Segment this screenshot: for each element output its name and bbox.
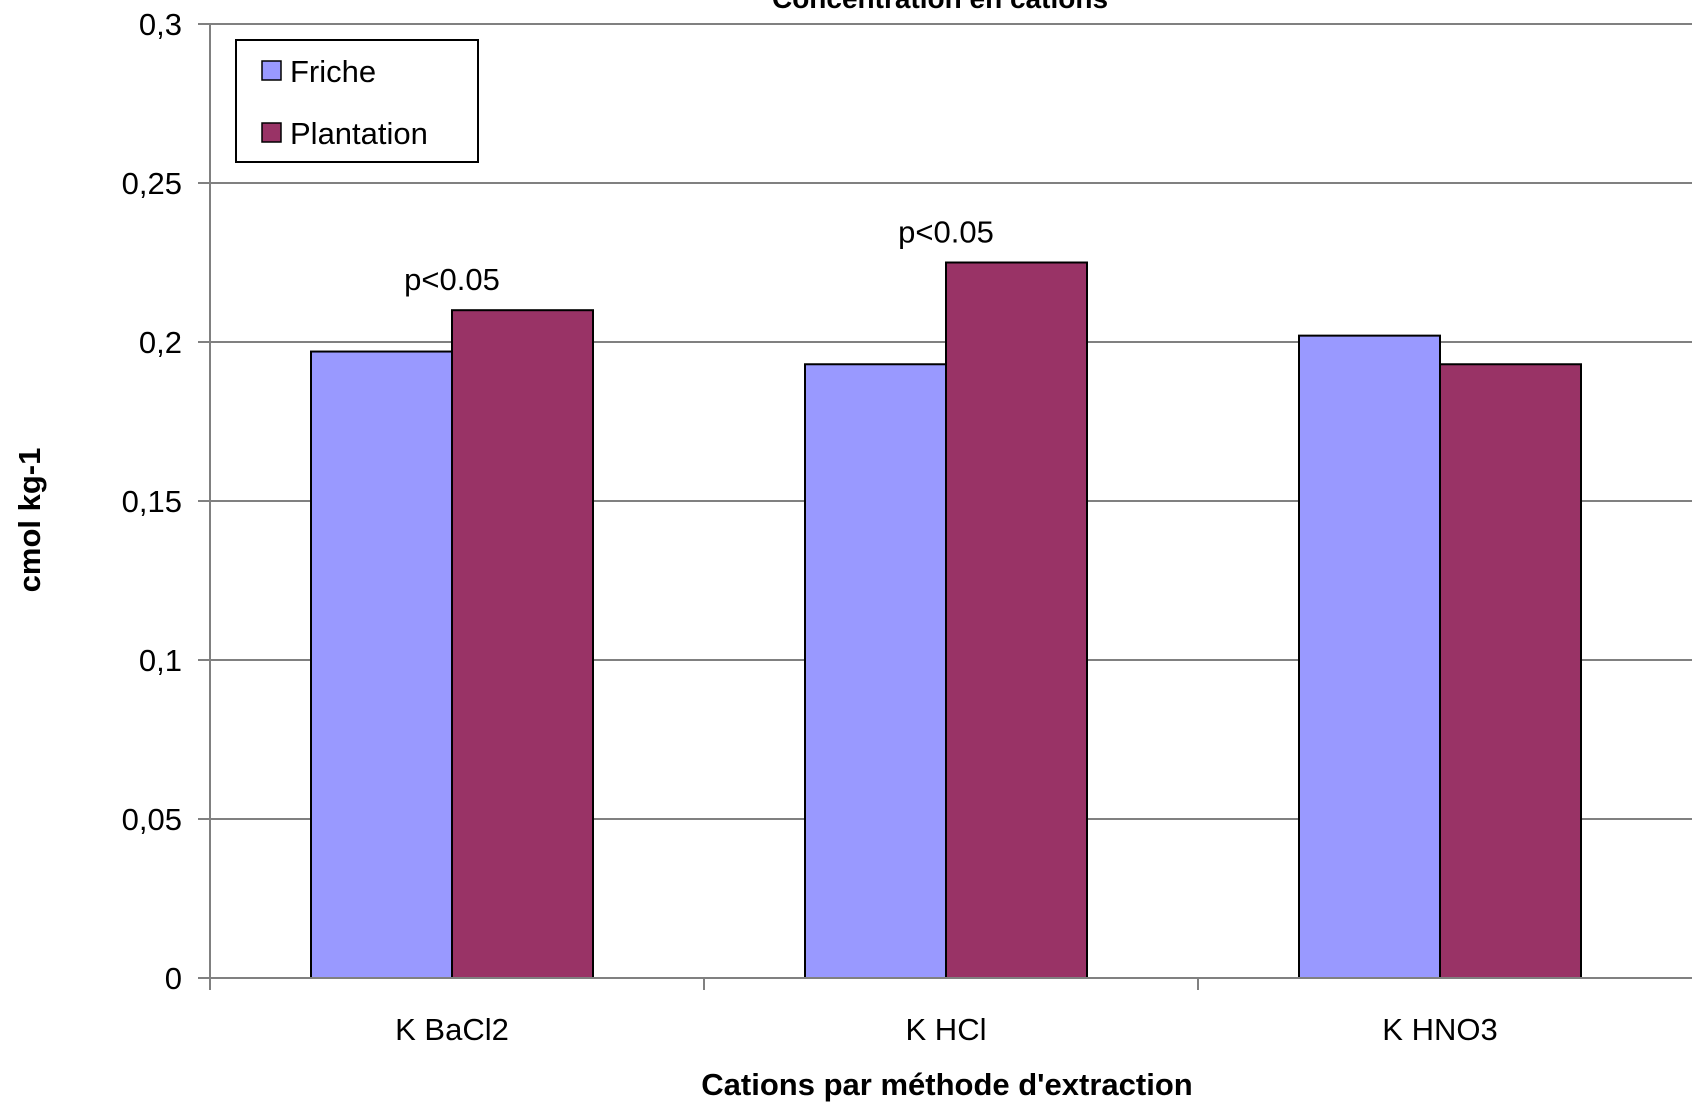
y-tick-label: 0,1: [139, 643, 182, 678]
x-axis-title: Cations par méthode d'extraction: [701, 1067, 1192, 1102]
bar-friche: [804, 363, 947, 979]
annotations: p<0.05 p<0.05: [404, 215, 994, 298]
bar-friche: [310, 350, 453, 980]
y-tick-label: 0,3: [139, 7, 182, 42]
x-category-labels: K BaCl2 K HCl K HNO3: [395, 1012, 1498, 1047]
y-axis-title: cmol kg-1: [12, 448, 47, 593]
chart-title: Concentration en cations: [772, 0, 1108, 14]
bar-plantation: [1439, 363, 1582, 979]
x-category-label: K BaCl2: [395, 1012, 509, 1047]
legend: Friche Plantation: [235, 39, 479, 163]
axes: [198, 23, 1692, 990]
y-tick-label: 0,15: [122, 484, 182, 519]
significance-annotation: p<0.05: [404, 262, 500, 297]
y-tick-label: 0: [165, 961, 182, 996]
legend-swatch-friche: [261, 60, 282, 81]
bar-friche: [1298, 334, 1441, 979]
legend-label: Friche: [290, 54, 376, 89]
legend-swatch-plantation: [261, 122, 282, 143]
y-tick-label: 0,25: [122, 166, 182, 201]
y-tick-labels: 0 0,05 0,1 0,15 0,2 0,25 0,3: [122, 7, 182, 996]
y-tick-label: 0,05: [122, 802, 182, 837]
bars: [310, 261, 1582, 980]
x-category-label: K HCl: [906, 1012, 987, 1047]
y-tick-label: 0,2: [139, 325, 182, 360]
bar-plantation: [945, 261, 1088, 979]
x-category-label: K HNO3: [1382, 1012, 1497, 1047]
bar-plantation: [451, 309, 594, 979]
significance-annotation: p<0.05: [898, 215, 994, 250]
legend-label: Plantation: [290, 116, 428, 151]
